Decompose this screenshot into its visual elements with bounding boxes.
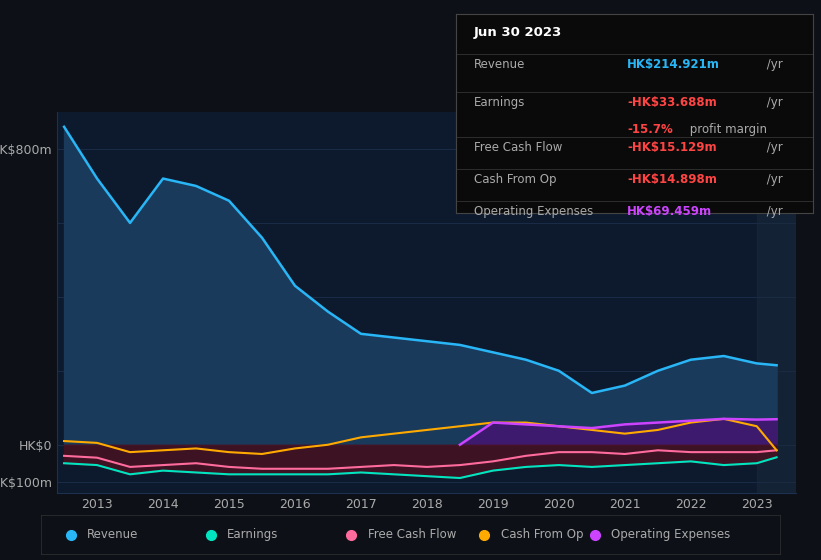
- Text: /yr: /yr: [763, 173, 782, 186]
- Text: /yr: /yr: [763, 58, 782, 71]
- Text: Free Cash Flow: Free Cash Flow: [474, 141, 562, 154]
- Text: -HK$14.898m: -HK$14.898m: [627, 173, 717, 186]
- Text: -15.7%: -15.7%: [627, 123, 673, 136]
- Text: Cash From Op: Cash From Op: [474, 173, 556, 186]
- Text: Revenue: Revenue: [87, 528, 138, 542]
- Text: HK$214.921m: HK$214.921m: [627, 58, 720, 71]
- Text: /yr: /yr: [763, 141, 782, 154]
- Text: Cash From Op: Cash From Op: [501, 528, 583, 542]
- Text: Earnings: Earnings: [227, 528, 278, 542]
- Text: -HK$33.688m: -HK$33.688m: [627, 96, 717, 109]
- Text: /yr: /yr: [763, 205, 782, 218]
- Text: Jun 30 2023: Jun 30 2023: [474, 26, 562, 39]
- Text: profit margin: profit margin: [686, 123, 767, 136]
- Text: Operating Expenses: Operating Expenses: [474, 205, 593, 218]
- Text: -HK$15.129m: -HK$15.129m: [627, 141, 717, 154]
- Text: Earnings: Earnings: [474, 96, 525, 109]
- Text: Revenue: Revenue: [474, 58, 525, 71]
- Text: /yr: /yr: [763, 96, 782, 109]
- Text: Free Cash Flow: Free Cash Flow: [368, 528, 456, 542]
- Text: HK$69.459m: HK$69.459m: [627, 205, 712, 218]
- Text: Operating Expenses: Operating Expenses: [612, 528, 731, 542]
- Bar: [757, 112, 796, 493]
